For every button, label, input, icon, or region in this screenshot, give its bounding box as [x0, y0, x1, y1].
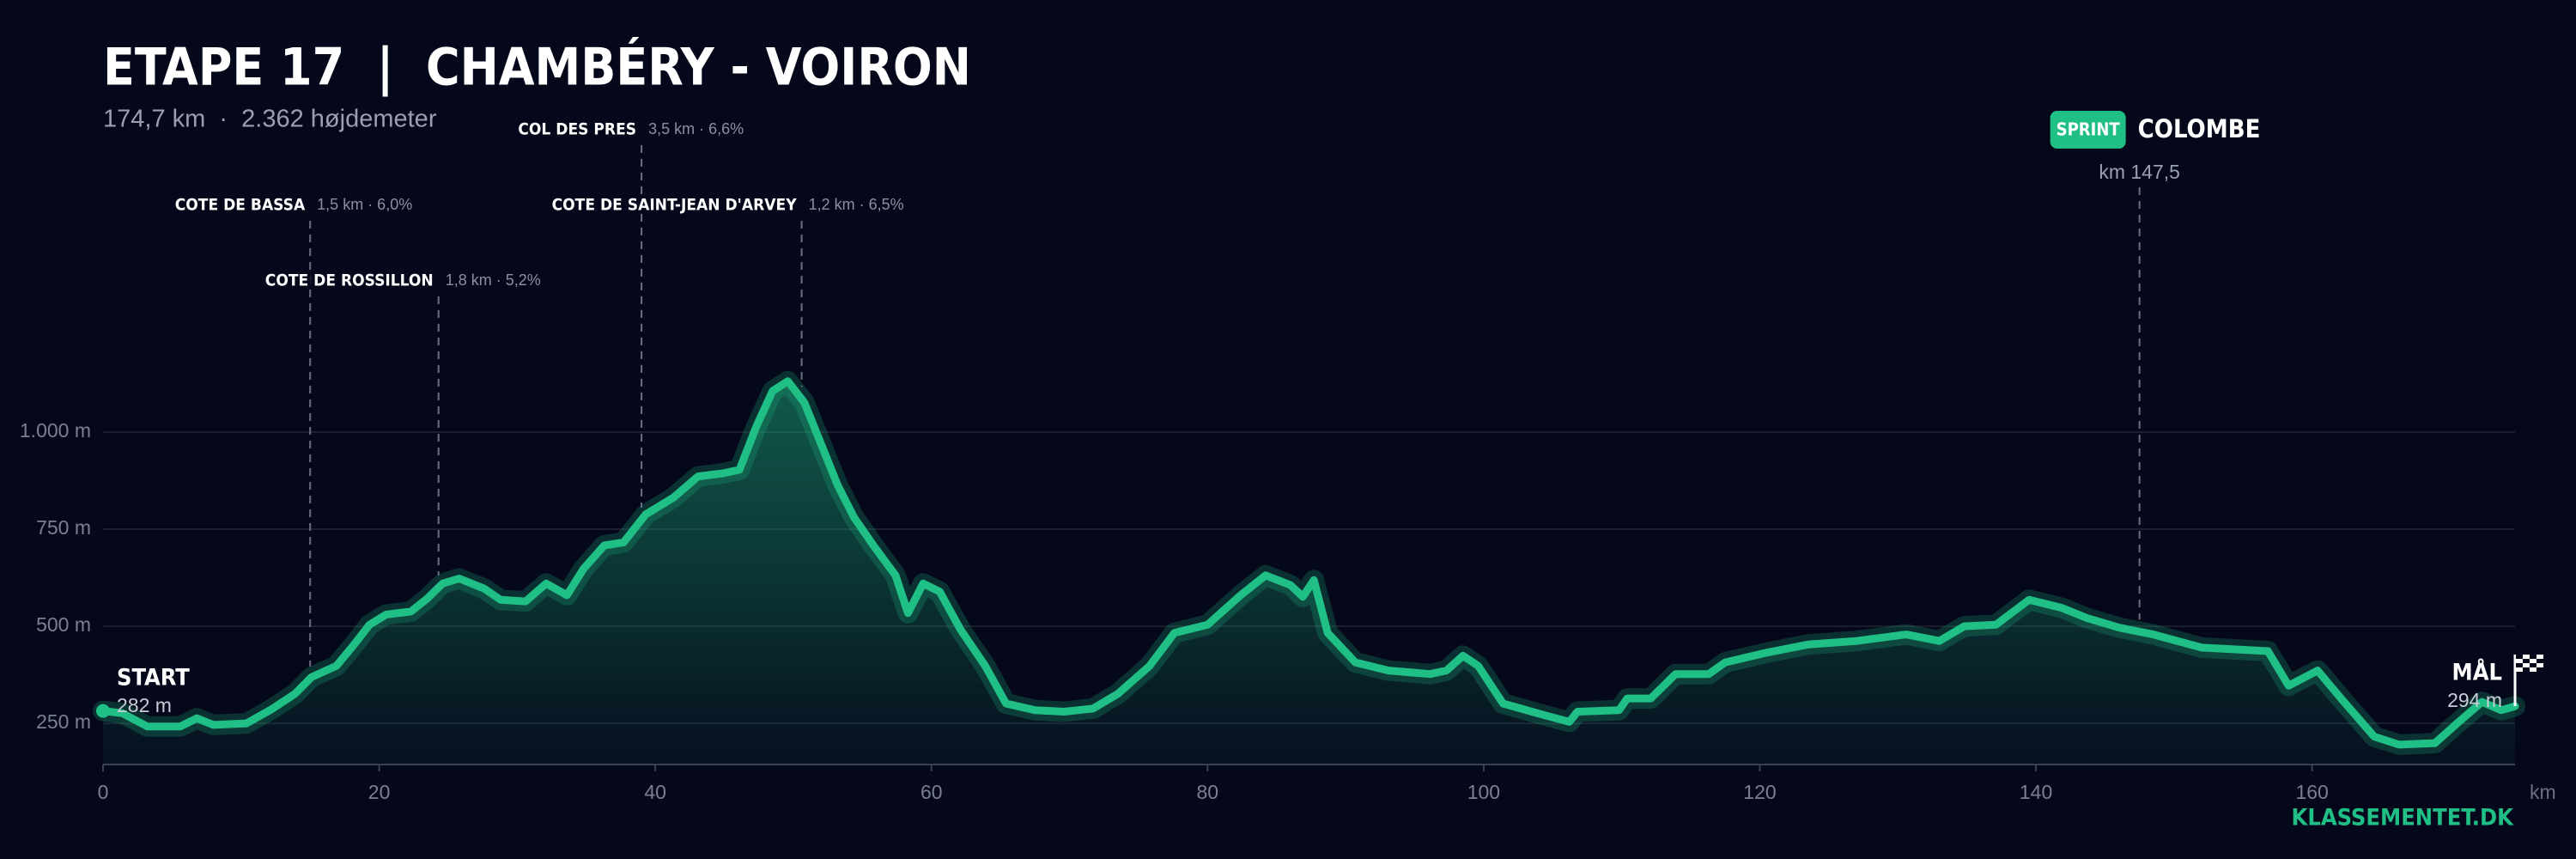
- x-tick-label: 60: [920, 781, 943, 803]
- climb-name: COTE DE SAINT-JEAN D'ARVEY: [552, 196, 798, 215]
- climb-stats: 1,8 km · 5,2%: [446, 271, 541, 289]
- flag-check: [2530, 663, 2537, 667]
- flag-check: [2523, 667, 2530, 672]
- flag-check: [2516, 663, 2523, 667]
- chart-subtitle: 174,7 km · 2.362 højdemeter: [103, 106, 437, 133]
- sprint-badge-label: SPRINT: [2057, 119, 2121, 140]
- brand: KLASSEMENTET.DK: [2292, 805, 2515, 832]
- climb-name: COL DES PRES: [518, 120, 636, 139]
- x-tick-label: 20: [368, 781, 391, 803]
- flag-check: [2537, 667, 2543, 672]
- x-axis-label: km: [2530, 781, 2556, 803]
- sprint-km: km 147,5: [2099, 161, 2180, 183]
- flag-check: [2516, 655, 2523, 659]
- x-tick-label: 40: [644, 781, 666, 803]
- start-elevation: 282 m: [117, 694, 172, 716]
- climb-stats: 1,2 km · 6,5%: [809, 196, 904, 213]
- sprint-badge: [2050, 111, 2126, 149]
- profile-layer: [93, 370, 2525, 765]
- climb-stats: 1,5 km · 6,0%: [317, 196, 412, 213]
- y-tick-label: 250 m: [36, 710, 91, 733]
- y-tick-label: 1.000 m: [20, 419, 91, 442]
- climb-name: COTE DE BASSA: [175, 196, 306, 215]
- x-tick-label: 140: [2020, 781, 2052, 803]
- finish-elevation: 294 m: [2447, 689, 2502, 711]
- start-point: [96, 704, 110, 718]
- annotation-layer: START 282 m MÅL 294 m COTE DE BASSA 1,5 km · …: [96, 111, 2502, 718]
- x-tick-label: 160: [2295, 781, 2328, 803]
- climb-name: COTE DE ROSSILLON: [265, 271, 434, 290]
- y-tick-label: 500 m: [36, 613, 91, 636]
- finish-label: MÅL: [2452, 659, 2502, 686]
- climb-stats: 3,5 km · 6,6%: [648, 120, 744, 137]
- y-tick-label: 750 m: [36, 516, 91, 539]
- finish-flag: [2513, 655, 2543, 706]
- x-tick-label: 0: [98, 781, 109, 803]
- flag-check: [2530, 655, 2537, 659]
- x-tick-label: 100: [1467, 781, 1500, 803]
- flag-check: [2523, 659, 2530, 663]
- flag-check: [2537, 659, 2543, 663]
- sprint-name: COLOMBE: [2138, 114, 2261, 143]
- x-tick-label: 80: [1197, 781, 1219, 803]
- line: [99, 377, 2519, 749]
- chart-title: ETAPE 17 | CHAMBÉRY - VOIRON: [103, 36, 971, 98]
- x-tick-label: 120: [1743, 781, 1776, 803]
- start-label: START: [117, 665, 190, 691]
